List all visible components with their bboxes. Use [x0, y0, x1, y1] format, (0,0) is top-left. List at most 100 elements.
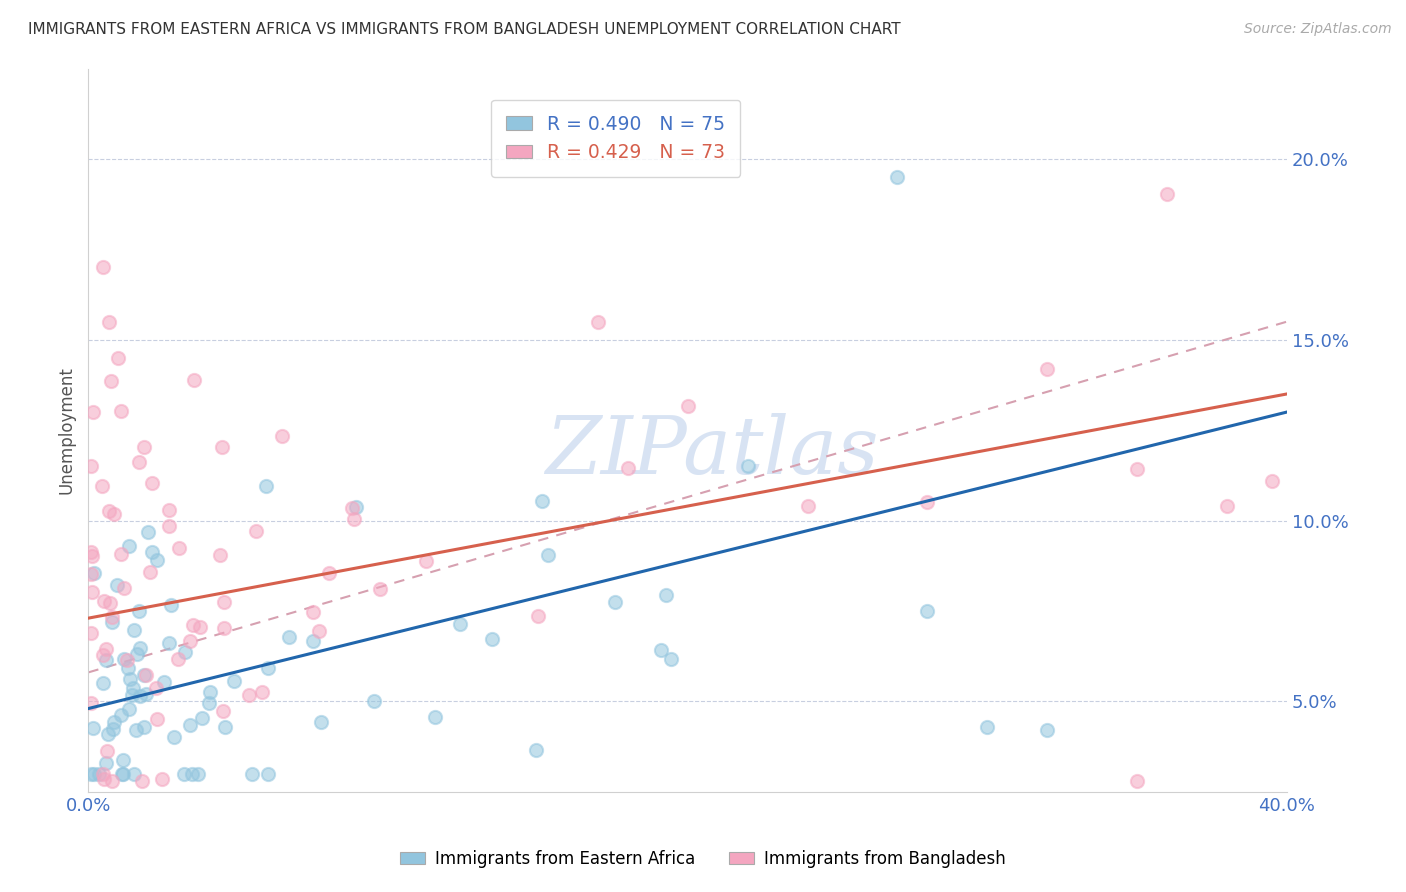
Point	[1126, 773, 1149, 788]
Point	[91, 676, 114, 690]
Point	[1216, 499, 1239, 513]
Point	[655, 588, 678, 602]
Point	[245, 524, 267, 538]
Point	[188, 620, 211, 634]
Point	[179, 718, 201, 732]
Point	[141, 475, 163, 490]
Point	[128, 604, 150, 618]
Point	[111, 766, 134, 780]
Point	[117, 661, 139, 675]
Point	[122, 681, 145, 695]
Point	[212, 621, 235, 635]
Point	[254, 479, 277, 493]
Point	[481, 632, 503, 646]
Point	[129, 640, 152, 655]
Point	[271, 429, 294, 443]
Point	[122, 624, 145, 638]
Point	[80, 584, 103, 599]
Point	[242, 766, 264, 780]
Point	[976, 720, 998, 734]
Point	[340, 500, 363, 515]
Point	[343, 512, 366, 526]
Point	[98, 315, 121, 329]
Point	[146, 553, 169, 567]
Point	[82, 405, 104, 419]
Point	[737, 459, 759, 474]
Point	[93, 594, 115, 608]
Point	[1156, 186, 1178, 201]
Point	[309, 714, 332, 729]
Point	[90, 479, 112, 493]
Y-axis label: Unemployment: Unemployment	[58, 367, 75, 494]
Point	[187, 766, 209, 780]
Point	[112, 766, 135, 780]
Point	[80, 549, 103, 564]
Point	[139, 566, 162, 580]
Point	[167, 652, 190, 666]
Point	[167, 541, 190, 555]
Point	[80, 766, 103, 780]
Text: Source: ZipAtlas.com: Source: ZipAtlas.com	[1244, 22, 1392, 37]
Point	[87, 766, 110, 780]
Point	[198, 696, 221, 710]
Point	[80, 545, 103, 559]
Point	[173, 645, 195, 659]
Point	[118, 673, 141, 687]
Point	[157, 636, 180, 650]
Point	[886, 169, 908, 184]
Point	[368, 582, 391, 596]
Point	[132, 441, 155, 455]
Point	[96, 744, 118, 758]
Point	[112, 652, 135, 666]
Point	[115, 653, 138, 667]
Point	[93, 772, 115, 787]
Text: ZIPatlas: ZIPatlas	[546, 413, 879, 491]
Point	[131, 773, 153, 788]
Point	[527, 609, 550, 624]
Point	[200, 685, 222, 699]
Point	[530, 494, 553, 508]
Point	[132, 720, 155, 734]
Point	[257, 766, 280, 780]
Point	[616, 461, 638, 475]
Point	[214, 721, 236, 735]
Point	[181, 618, 204, 632]
Point	[101, 722, 124, 736]
Point	[449, 617, 471, 632]
Point	[82, 721, 104, 735]
Point	[128, 455, 150, 469]
Point	[650, 643, 672, 657]
Point	[124, 766, 146, 780]
Point	[191, 710, 214, 724]
Point	[537, 548, 560, 562]
Point	[112, 581, 135, 595]
Point	[80, 696, 103, 710]
Point	[80, 626, 103, 640]
Legend: Immigrants from Eastern Africa, Immigrants from Bangladesh: Immigrants from Eastern Africa, Immigran…	[394, 844, 1012, 875]
Point	[93, 766, 115, 780]
Point	[141, 545, 163, 559]
Point	[222, 673, 245, 688]
Point	[179, 633, 201, 648]
Text: IMMIGRANTS FROM EASTERN AFRICA VS IMMIGRANTS FROM BANGLADESH UNEMPLOYMENT CORREL: IMMIGRANTS FROM EASTERN AFRICA VS IMMIGR…	[28, 22, 901, 37]
Point	[344, 500, 367, 514]
Point	[1261, 474, 1284, 488]
Point	[212, 704, 235, 718]
Point	[101, 773, 124, 788]
Point	[603, 595, 626, 609]
Point	[94, 756, 117, 771]
Point	[103, 714, 125, 729]
Point	[96, 653, 118, 667]
Point	[124, 723, 146, 737]
Point	[152, 674, 174, 689]
Point	[277, 630, 299, 644]
Point	[415, 554, 437, 568]
Point	[1036, 723, 1059, 738]
Point	[363, 693, 385, 707]
Point	[302, 633, 325, 648]
Point	[208, 548, 231, 562]
Point	[423, 710, 446, 724]
Point	[676, 399, 699, 413]
Point	[101, 609, 124, 624]
Point	[93, 260, 115, 275]
